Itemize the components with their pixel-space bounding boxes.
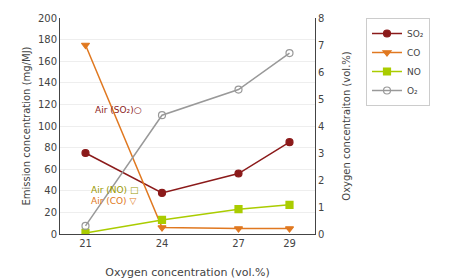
svg-text:160: 160	[38, 56, 57, 67]
svg-text:Oxygen concentraiton (vol.%): Oxygen concentraiton (vol.%)	[341, 51, 352, 201]
svg-text:140: 140	[38, 77, 57, 88]
svg-text:100: 100	[38, 121, 57, 132]
svg-text:40: 40	[44, 185, 57, 196]
svg-text:1: 1	[318, 202, 324, 213]
svg-text:0: 0	[318, 229, 324, 240]
svg-text:CO: CO	[407, 48, 420, 58]
svg-text:7: 7	[318, 40, 324, 51]
svg-text:O₂: O₂	[407, 86, 418, 96]
svg-text:5: 5	[318, 94, 324, 105]
svg-text:29: 29	[283, 238, 296, 249]
svg-text:6: 6	[318, 67, 324, 78]
svg-text:3: 3	[318, 148, 324, 159]
svg-text:2: 2	[318, 175, 324, 186]
svg-text:27: 27	[232, 238, 245, 249]
svg-text:8: 8	[318, 13, 324, 24]
svg-text:SO₂: SO₂	[407, 29, 424, 39]
svg-text:4: 4	[318, 121, 324, 132]
svg-text:24: 24	[156, 238, 169, 249]
svg-text:120: 120	[38, 99, 57, 110]
svg-text:Oxygen concentration (vol.%): Oxygen concentration (vol.%)	[105, 266, 269, 279]
svg-text:20: 20	[44, 207, 57, 218]
svg-text:NO: NO	[407, 67, 421, 77]
svg-text:Air (CO) ▽: Air (CO) ▽	[91, 196, 136, 206]
svg-text:0: 0	[51, 229, 57, 240]
svg-text:200: 200	[38, 13, 57, 24]
svg-text:180: 180	[38, 34, 57, 45]
svg-text:60: 60	[44, 164, 57, 175]
svg-text:Emission concentration (mg/MJ): Emission concentration (mg/MJ)	[21, 46, 32, 205]
svg-text:Air (NO) □: Air (NO) □	[91, 185, 138, 195]
svg-text:80: 80	[44, 142, 57, 153]
svg-text:21: 21	[79, 238, 92, 249]
svg-text:Air (SO₂)○: Air (SO₂)○	[95, 105, 142, 115]
